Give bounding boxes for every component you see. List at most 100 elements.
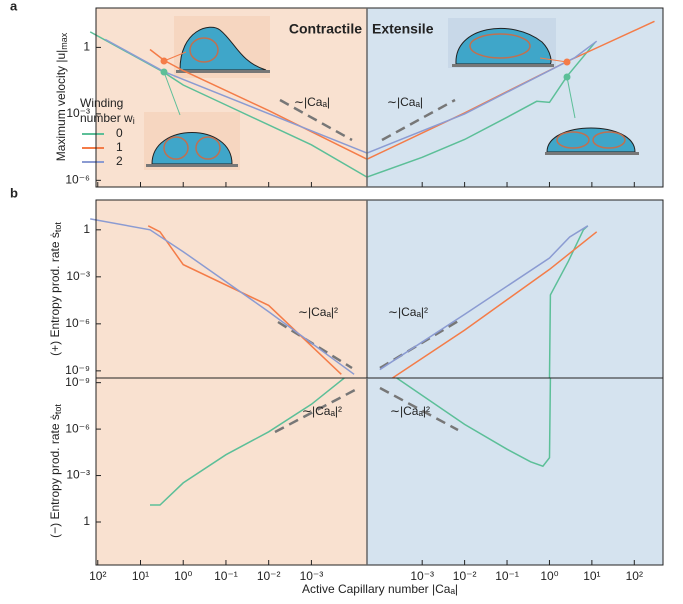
- substrate: [146, 164, 238, 167]
- y-tick-label: 10⁻⁹: [65, 375, 90, 389]
- panel-letter: b: [10, 185, 18, 200]
- pointer: [163, 71, 181, 116]
- y-axis-label-sub: tot: [53, 404, 63, 415]
- guide: [381, 98, 456, 142]
- substrate: [545, 152, 639, 155]
- inset: [174, 16, 270, 78]
- x-tick-label: 10⁰: [540, 569, 558, 583]
- y-tick-label: 10⁻³: [66, 106, 90, 120]
- inset: [545, 127, 639, 155]
- annotation: ∼|Caₐ|²: [298, 305, 338, 319]
- series-line: [366, 41, 596, 178]
- pointer-dot: [160, 57, 168, 65]
- legend-title: number wi: [80, 111, 135, 126]
- region-label: Contractile: [289, 21, 362, 37]
- x-tick-label: 10⁻³: [410, 569, 434, 583]
- legend-title: Winding: [80, 96, 123, 110]
- x-axis-label: Active Capillary number |Caₐ|: [302, 582, 458, 596]
- annotation: ∼|Caₐ|: [294, 95, 330, 109]
- extensile-bg: [367, 378, 663, 565]
- legend: 012: [82, 126, 123, 168]
- legend-title-text: number w: [80, 111, 133, 125]
- annotation: ∼|Caₐ|²: [302, 404, 342, 418]
- series-line: [104, 38, 368, 154]
- series-line: [379, 225, 589, 371]
- y-tick-label: 10⁻³: [66, 269, 90, 283]
- y-axis-label-sub: max: [59, 32, 69, 50]
- pointer: [566, 76, 576, 119]
- series-line: [396, 377, 552, 468]
- x-tick-label: 10⁻²: [257, 569, 281, 583]
- x-tick-label: 10²: [626, 569, 643, 583]
- drop: [546, 127, 636, 153]
- plot-frame: [95, 377, 664, 566]
- streamline: [189, 37, 219, 63]
- pointer: [539, 57, 568, 63]
- backgrounds: [96, 8, 663, 565]
- x-tick-label: 10⁻²: [453, 569, 477, 583]
- legend-label: 2: [116, 154, 123, 168]
- pointer-dot: [563, 58, 571, 66]
- y-axis-label-text: (+) Entropy prod. rate ṡ: [48, 232, 62, 356]
- pointer-dot: [160, 68, 168, 76]
- annotation: ∼|Caₐ|: [387, 95, 423, 109]
- x-tick-label: 10⁻¹: [214, 569, 238, 583]
- series-line: [150, 377, 345, 506]
- plot-frame: [95, 7, 664, 188]
- region-label: Extensile: [372, 21, 434, 37]
- series-line: [392, 231, 598, 379]
- y-axis-label: Maximum velocity |u|max: [54, 32, 69, 161]
- inset: [144, 112, 240, 170]
- y-axis-label: (−) Entropy prod. rate ṡtot: [48, 404, 63, 538]
- streamline: [556, 131, 590, 149]
- guide: [379, 386, 459, 432]
- series-line: [90, 218, 355, 375]
- panel-letter: a: [10, 0, 18, 13]
- droplet-insets: [144, 16, 639, 170]
- axes: 1 10⁻³ 10⁻⁶ Maximum velocity |u|max ∼|Caₐ| ∼|…: [48, 7, 664, 583]
- inset: [448, 18, 556, 68]
- legend-label: 0: [116, 126, 123, 140]
- substrate: [452, 64, 554, 67]
- y-tick-label: 10⁻⁹: [65, 363, 90, 377]
- x-tick-label: 10⁻¹: [495, 569, 519, 583]
- y-tick-label: 10⁻⁶: [65, 316, 90, 330]
- substrate: [176, 70, 270, 73]
- y-tick-label: 1: [83, 514, 90, 528]
- guide: [279, 98, 353, 142]
- guide-lines: [274, 98, 461, 434]
- series-line: [366, 40, 598, 154]
- y-tick-label: 10⁻⁶: [65, 173, 90, 187]
- x-tick-label: 10⁰: [174, 569, 192, 583]
- guide: [277, 320, 353, 370]
- inset-pointers: [160, 51, 576, 119]
- y-tick-label: 10⁻³: [66, 468, 90, 482]
- y-tick-label: 1: [83, 222, 90, 236]
- x-tick-label: 10¹: [583, 569, 600, 583]
- extensile-bg: [367, 200, 663, 378]
- y-axis-label: (+) Entropy prod. rate ṡtot: [48, 222, 63, 356]
- legend-title-sub: i: [133, 116, 135, 126]
- y-axis-label-text: Maximum velocity |u|: [54, 50, 68, 162]
- y-tick-label: 10⁻⁶: [65, 421, 90, 435]
- streamline: [195, 136, 221, 160]
- x-tick-label: 10¹: [132, 569, 149, 583]
- y-axis-label-sub: tot: [53, 222, 63, 233]
- streamline: [592, 131, 626, 149]
- legend-label: 1: [116, 140, 123, 154]
- pointer-dot: [563, 73, 571, 81]
- streamline: [469, 33, 531, 59]
- contractile-bg: [96, 378, 367, 565]
- y-axis-label-text: (−) Entropy prod. rate ṡ: [48, 414, 62, 538]
- data-lines: [89, 20, 655, 506]
- drop: [151, 132, 233, 165]
- x-tick-label: 10⁻³: [300, 569, 324, 583]
- annotation: ∼|Caₐ|²: [388, 305, 428, 319]
- streamline: [163, 136, 189, 160]
- y-tick-label: 1: [83, 40, 90, 54]
- series-line: [147, 225, 342, 375]
- x-tick-label: 10²: [89, 569, 106, 583]
- pointer: [163, 51, 187, 62]
- annotation: ∼|Caₐ|²: [390, 404, 430, 418]
